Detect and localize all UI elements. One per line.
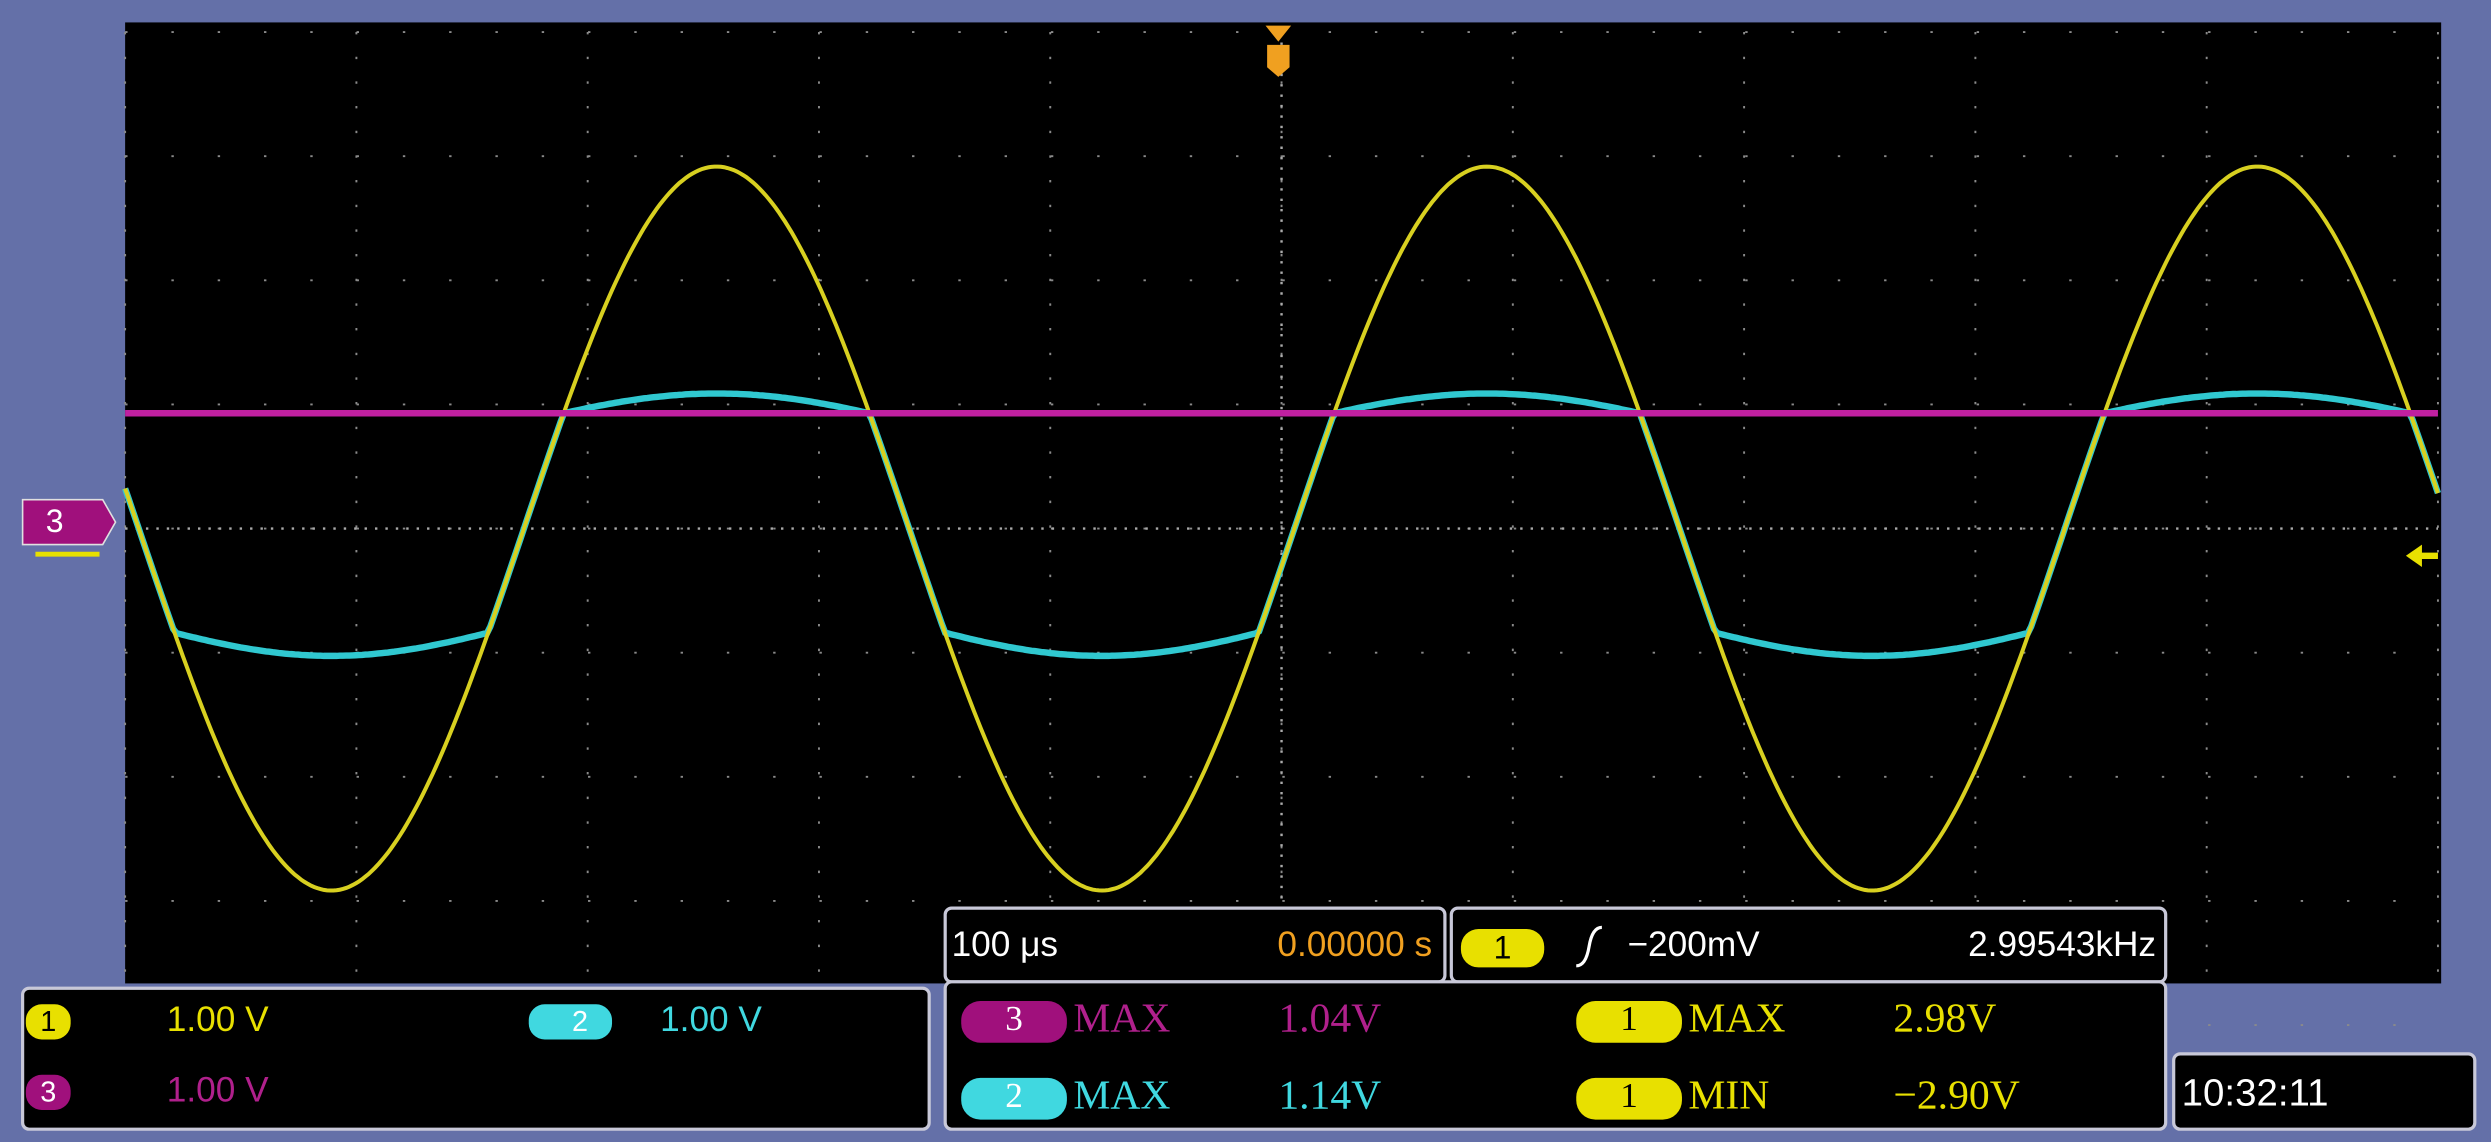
waveforms xyxy=(122,164,2441,893)
timebase-position: 0.00000 s xyxy=(1277,925,1432,964)
channel-scale: 1.00 V xyxy=(167,1071,269,1110)
trigger-channel: 1 xyxy=(1494,929,1512,965)
channel-badge xyxy=(1576,1077,1682,1120)
channel-badge xyxy=(528,1004,613,1040)
channel-1-waveform xyxy=(123,164,2440,893)
measurement-value: 1.14V xyxy=(1278,1072,1381,1118)
channel-badge-label: 3 xyxy=(40,1077,56,1109)
channel-badge xyxy=(961,1077,1067,1120)
channel-scale: 1.00 V xyxy=(167,1000,269,1039)
channel-badge-label: 1 xyxy=(40,1006,56,1038)
channel-badge xyxy=(1460,928,1545,968)
trigger-slope-icon xyxy=(1576,925,1603,968)
waveform-area xyxy=(125,22,2442,984)
channel-badge xyxy=(25,1004,71,1040)
trigger-position-marker xyxy=(1265,25,1292,77)
measurement-value: 2.98V xyxy=(1893,995,1996,1041)
trigger-frequency: 2.99543kHz xyxy=(1968,925,2156,964)
grid xyxy=(124,31,2439,1027)
channel-panel xyxy=(21,986,931,1131)
channel-badge xyxy=(1576,1001,1682,1043)
measurement-panel xyxy=(943,980,2168,1131)
channel-marker xyxy=(21,498,117,546)
clock: 10:32:11 xyxy=(2182,1072,2329,1115)
measurement-value: −2.90V xyxy=(1893,1072,2019,1118)
measurement-value: 1.04V xyxy=(1278,995,1381,1041)
timebase-scale: 100 μs xyxy=(952,925,1058,964)
channel-badge xyxy=(25,1074,71,1110)
channel-marker-label: 3 xyxy=(46,503,64,539)
trigger-level: −200mV xyxy=(1628,925,1761,964)
measurement-type: MIN xyxy=(1688,1072,1769,1118)
measurement-type: MAX xyxy=(1073,995,1170,1041)
measurement-channel: 2 xyxy=(1005,1076,1023,1115)
measurement-channel: 3 xyxy=(1005,999,1023,1038)
channel-badge-label: 2 xyxy=(572,1006,588,1038)
channel-scale: 1.00 V xyxy=(660,1000,762,1039)
measurement-type: MAX xyxy=(1688,995,1785,1041)
trigger-level-marker xyxy=(2405,544,2438,567)
measurement-channel: 1 xyxy=(1620,999,1638,1038)
measurements: 3 MAX 1.04V 2 MAX 1.14V 1 MAX 2.98V 1 MIN −2.90V xyxy=(961,995,2020,1120)
measurement-channel: 1 xyxy=(1620,1076,1638,1115)
measurement-type: MAX xyxy=(1073,1072,1170,1118)
clock-panel xyxy=(2172,1052,2477,1131)
channel-badge xyxy=(961,1001,1067,1043)
